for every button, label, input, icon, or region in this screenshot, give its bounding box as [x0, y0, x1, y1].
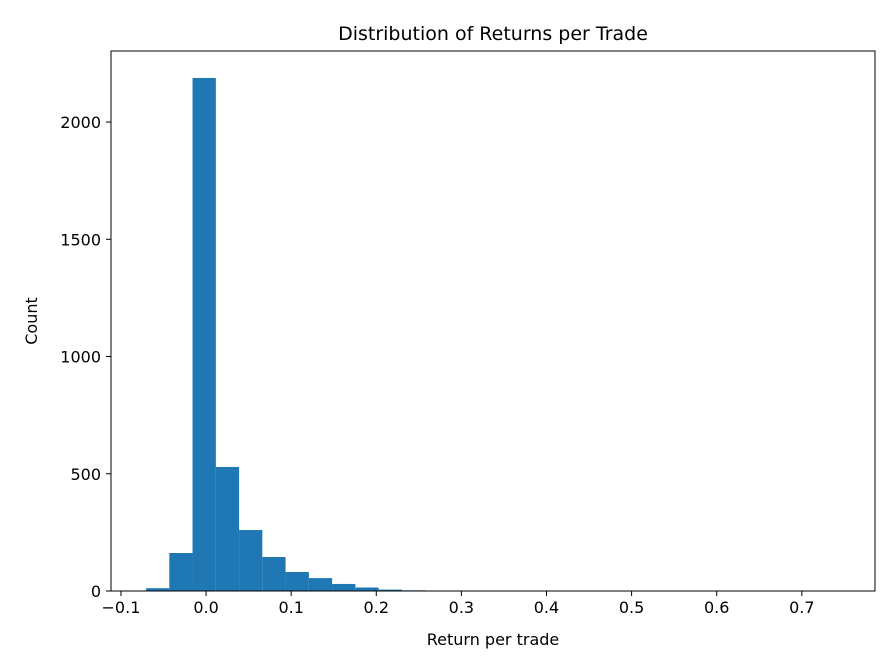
bar — [192, 77, 216, 591]
bar — [378, 589, 402, 591]
x-tick-label: −0.1 — [102, 598, 141, 617]
bar — [262, 557, 286, 591]
y-tick-label: 1500 — [60, 230, 101, 249]
bar — [285, 572, 309, 591]
bar — [146, 588, 170, 591]
x-tick-label: 0.1 — [278, 598, 303, 617]
bar — [215, 466, 240, 591]
x-tick-label: 0.6 — [704, 598, 729, 617]
bar — [169, 553, 193, 591]
bar — [308, 578, 333, 591]
y-tick-label: 1000 — [60, 348, 101, 367]
y-tick-label: 500 — [70, 465, 101, 484]
x-tick-label: 0.5 — [619, 598, 644, 617]
y-tick-label: 2000 — [60, 113, 101, 132]
x-tick-label: 0.4 — [534, 598, 559, 617]
x-tick-label: 0.0 — [193, 598, 218, 617]
x-tick-label: 0.2 — [364, 598, 389, 617]
chart-title: Distribution of Returns per Trade — [338, 23, 648, 45]
plot-frame — [110, 50, 876, 592]
x-tick-label: 0.7 — [789, 598, 814, 617]
x-tick-label: 0.3 — [449, 598, 474, 617]
bar — [239, 530, 263, 591]
x-axis-label: Return per trade — [427, 630, 560, 649]
y-tick-label: 0 — [91, 582, 101, 601]
bar — [355, 587, 379, 591]
bar — [332, 583, 356, 591]
y-axis-label: Count — [22, 297, 41, 345]
